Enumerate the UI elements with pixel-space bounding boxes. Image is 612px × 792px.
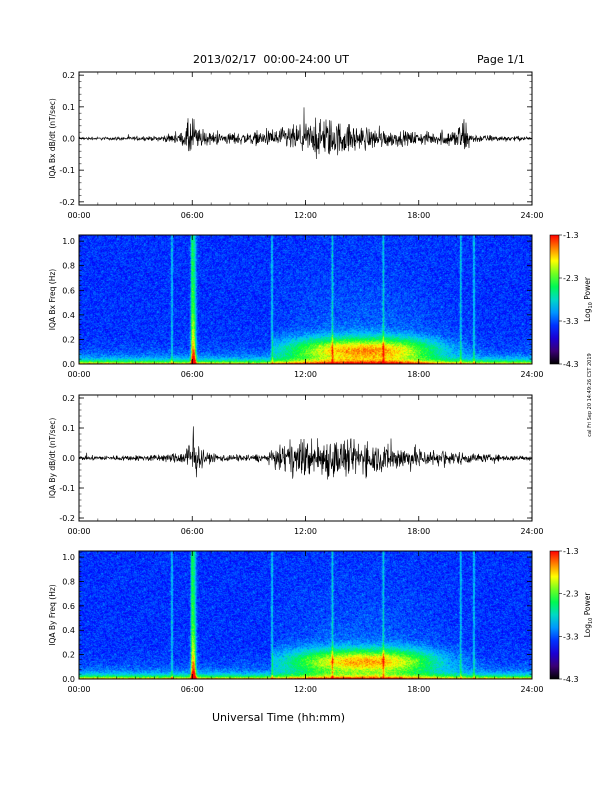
y-tick-label: 0.8	[62, 262, 75, 271]
y-tick-label: 0.0	[62, 675, 75, 684]
y-axis-label: IQA By dB/dt (nT/sec)	[48, 418, 57, 499]
panel-2-colorbar: -4.3 -3.3 -2.3 -1.3 Log10 Power	[549, 231, 594, 369]
x-tick-label: 06:00	[181, 527, 204, 536]
panel-2-axes: 0.0 0.2 0.4 0.6 0.8 1.0 00:00 06:00 12:00 18:00 24…	[48, 234, 544, 379]
x-tick-label: 18:00	[407, 211, 430, 220]
x-tick-label: 24:00	[520, 211, 543, 220]
x-tick-label: 12:00	[294, 211, 317, 220]
panel-4-colorbar: -4.3 -3.3 -2.3 -1.3 Log10 Power	[549, 547, 594, 684]
y-tick-label: 0.8	[62, 577, 75, 586]
y-axis-label: IQA By Freq (Hz)	[48, 584, 57, 646]
y-tick-label: 0.4	[62, 626, 75, 635]
colorbar-tick-label: -1.3	[563, 231, 579, 240]
page-number: Page 1/1	[477, 53, 525, 66]
colorbar-tick-label: -4.3	[563, 360, 579, 369]
x-tick-label: 24:00	[520, 370, 543, 379]
y-tick-label: 0.4	[62, 311, 75, 320]
y-tick-label: -0.2	[59, 514, 75, 523]
x-tick-label: 24:00	[520, 685, 543, 694]
colorbar-tick-label: -3.3	[563, 632, 579, 641]
x-tick-label: 24:00	[520, 527, 543, 536]
processing-stamp: cal Fri Sep 20 14:49:26 CST 2019	[587, 353, 593, 437]
y-tick-label: 1.0	[62, 237, 75, 246]
x-tick-label: 00:00	[67, 211, 90, 220]
x-tick-label: 06:00	[181, 370, 204, 379]
x-tick-label: 00:00	[67, 370, 90, 379]
y-tick-label: 0.6	[62, 602, 75, 611]
x-tick-label: 12:00	[294, 370, 317, 379]
panel-3-series-line	[78, 426, 533, 480]
y-axis-label: IQA Bx Freq (Hz)	[48, 269, 57, 331]
x-tick-label: 06:00	[181, 211, 204, 220]
colorbar-tick-label: -2.3	[563, 274, 579, 283]
y-tick-label: 0.2	[62, 71, 75, 80]
x-tick-label: 18:00	[407, 527, 430, 536]
panel-2-spectrogram-image	[79, 235, 532, 364]
y-tick-label: 0.0	[62, 454, 75, 463]
panel-1-series-line	[78, 107, 533, 160]
page-title: 2013/02/17 00:00-24:00 UT	[193, 53, 350, 66]
colorbar-tick-label: -1.3	[563, 547, 579, 556]
y-axis-label: IQA Bx dB/dt (nT/sec)	[48, 98, 57, 179]
y-tick-label: 1.0	[62, 553, 75, 562]
x-tick-label: 00:00	[67, 527, 90, 536]
colorbar-tick-label: -2.3	[563, 590, 579, 599]
y-tick-label: 0.2	[62, 651, 75, 660]
x-tick-label: 06:00	[181, 685, 204, 694]
y-tick-label: -0.2	[59, 198, 75, 207]
x-tick-label: 00:00	[67, 685, 90, 694]
panel-4-spectrogram-image	[79, 551, 532, 679]
y-tick-label: -0.1	[59, 484, 75, 493]
y-tick-label: -0.1	[59, 166, 75, 175]
colorbar-tick-label: -4.3	[563, 675, 579, 684]
x-axis-title: Universal Time (hh:mm)	[212, 711, 345, 724]
colorbar-tick-label: -3.3	[563, 317, 579, 326]
colorbar-scale	[549, 550, 560, 680]
colorbar-label: Log10 Power	[583, 276, 594, 322]
y-tick-label: 0.2	[62, 335, 75, 344]
panel-3-axes: -0.2 -0.1 0.0 0.1 0.2 00:00 06:00 12:00 18:00 24:…	[48, 394, 544, 536]
colorbar-scale	[549, 234, 560, 365]
panel-4-axes: 0.0 0.2 0.4 0.6 0.8 1.0 00:00 06:00 12:00 18:00 24…	[48, 550, 544, 694]
x-tick-label: 18:00	[407, 685, 430, 694]
y-tick-label: 0.1	[62, 103, 75, 112]
y-tick-label: 0.2	[62, 394, 75, 403]
y-tick-label: 0.0	[62, 135, 75, 144]
x-tick-label: 18:00	[407, 370, 430, 379]
x-tick-label: 12:00	[294, 685, 317, 694]
colorbar-label: Log10 Power	[583, 592, 594, 638]
y-tick-label: 0.6	[62, 286, 75, 295]
x-tick-label: 12:00	[294, 527, 317, 536]
y-tick-label: 0.0	[62, 360, 75, 369]
y-tick-label: 0.1	[62, 424, 75, 433]
panel-1-axes: -0.2 -0.1 0.0 0.1 0.2 00:00 06:00 12:00 18:00 24:…	[48, 71, 544, 220]
